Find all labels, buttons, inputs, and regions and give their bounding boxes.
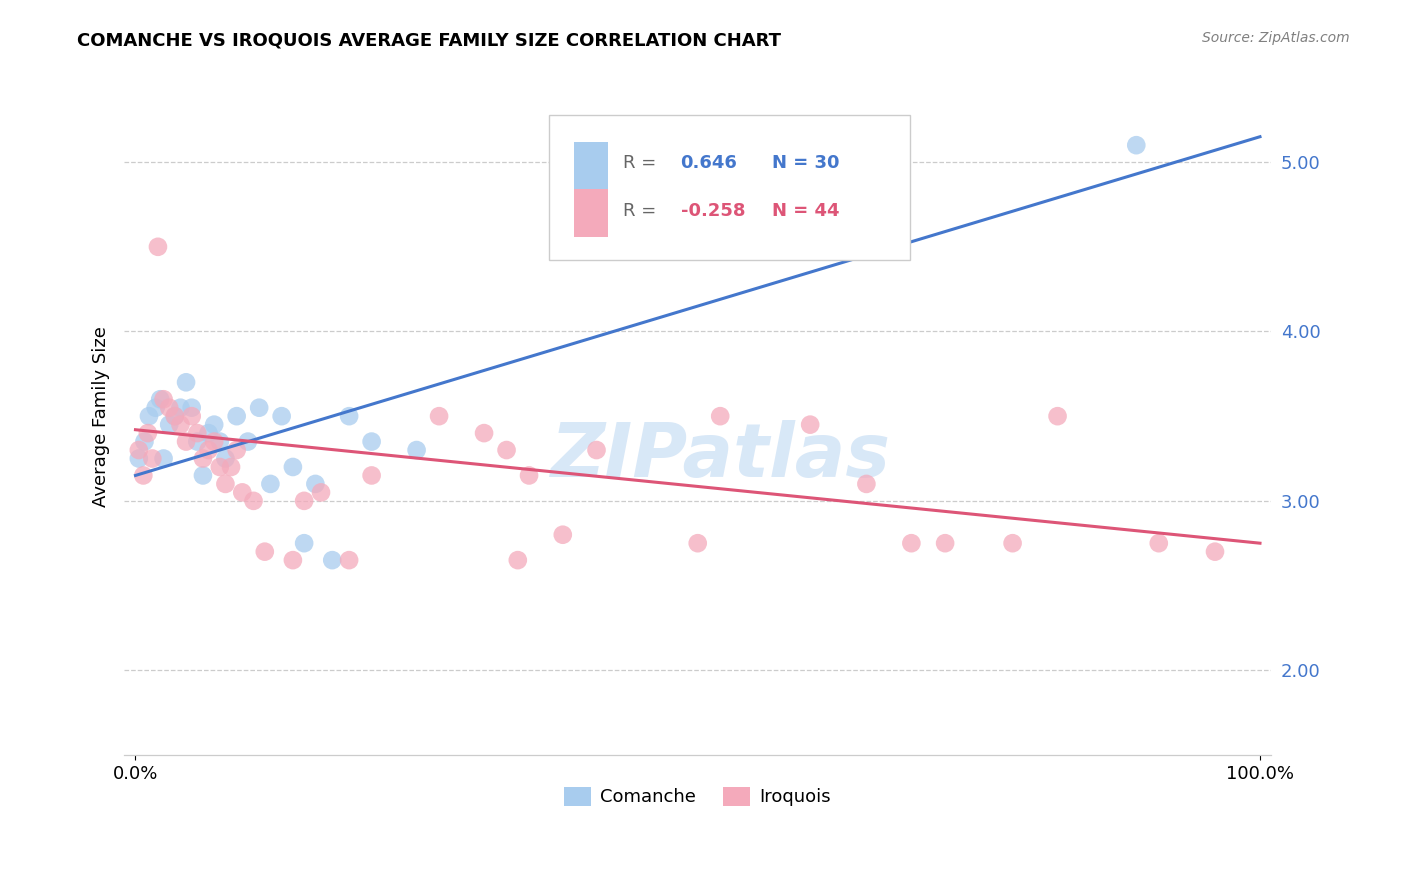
- Point: [517, 468, 540, 483]
- Point: [709, 409, 731, 424]
- Text: COMANCHE VS IROQUOIS AVERAGE FAMILY SIZE CORRELATION CHART: COMANCHE VS IROQUOIS AVERAGE FAMILY SIZE…: [77, 31, 782, 49]
- Point: [506, 553, 529, 567]
- Point: [292, 536, 315, 550]
- Point: [214, 477, 236, 491]
- Point: [197, 426, 219, 441]
- Point: [253, 544, 276, 558]
- Point: [146, 240, 169, 254]
- Text: 0.646: 0.646: [681, 154, 737, 172]
- Text: R =: R =: [623, 202, 662, 220]
- Text: -0.258: -0.258: [681, 202, 745, 220]
- Point: [686, 536, 709, 550]
- Point: [134, 434, 156, 449]
- Point: [225, 409, 247, 424]
- Point: [157, 417, 180, 432]
- Point: [169, 401, 191, 415]
- Point: [128, 451, 150, 466]
- Point: [900, 536, 922, 550]
- Point: [186, 426, 208, 441]
- Point: [427, 409, 450, 424]
- Point: [208, 460, 231, 475]
- Text: N = 44: N = 44: [772, 202, 839, 220]
- Point: [304, 477, 326, 491]
- Point: [1125, 138, 1147, 153]
- Point: [1046, 409, 1069, 424]
- Point: [169, 417, 191, 432]
- FancyBboxPatch shape: [574, 189, 609, 236]
- Point: [855, 477, 877, 491]
- Point: [197, 443, 219, 458]
- Point: [145, 401, 167, 415]
- Point: [180, 401, 202, 415]
- Text: N = 30: N = 30: [772, 154, 839, 172]
- Text: R =: R =: [623, 154, 662, 172]
- Point: [405, 443, 427, 458]
- Point: [259, 477, 281, 491]
- Point: [242, 493, 264, 508]
- Point: [163, 409, 186, 424]
- Point: [152, 451, 174, 466]
- Point: [225, 443, 247, 458]
- Point: [1147, 536, 1170, 550]
- Text: ZIPatlas: ZIPatlas: [551, 420, 890, 493]
- Point: [163, 409, 186, 424]
- Point: [360, 434, 382, 449]
- Point: [1204, 544, 1226, 558]
- Point: [138, 409, 160, 424]
- Point: [208, 434, 231, 449]
- Point: [136, 426, 159, 441]
- Point: [337, 553, 360, 567]
- Point: [934, 536, 956, 550]
- Point: [202, 434, 225, 449]
- Point: [191, 468, 214, 483]
- Point: [585, 443, 607, 458]
- Text: Source: ZipAtlas.com: Source: ZipAtlas.com: [1202, 31, 1350, 45]
- Point: [1001, 536, 1024, 550]
- Point: [174, 434, 197, 449]
- Point: [174, 376, 197, 390]
- Point: [128, 443, 150, 458]
- Point: [247, 401, 270, 415]
- Y-axis label: Average Family Size: Average Family Size: [93, 326, 110, 507]
- Point: [149, 392, 172, 407]
- Point: [281, 460, 304, 475]
- Point: [360, 468, 382, 483]
- Point: [152, 392, 174, 407]
- Point: [281, 553, 304, 567]
- Legend: Comanche, Iroquois: Comanche, Iroquois: [557, 780, 838, 814]
- Point: [214, 451, 236, 466]
- Point: [309, 485, 332, 500]
- Point: [495, 443, 517, 458]
- Point: [157, 401, 180, 415]
- Point: [202, 417, 225, 432]
- Point: [141, 451, 163, 466]
- FancyBboxPatch shape: [548, 115, 910, 260]
- Point: [186, 434, 208, 449]
- Point: [292, 493, 315, 508]
- Point: [337, 409, 360, 424]
- Point: [236, 434, 259, 449]
- Point: [551, 527, 574, 541]
- Point: [799, 417, 821, 432]
- Point: [132, 468, 155, 483]
- Point: [180, 409, 202, 424]
- Point: [321, 553, 343, 567]
- Point: [231, 485, 253, 500]
- Point: [191, 451, 214, 466]
- Point: [219, 460, 242, 475]
- Point: [270, 409, 292, 424]
- Point: [472, 426, 495, 441]
- FancyBboxPatch shape: [574, 142, 609, 189]
